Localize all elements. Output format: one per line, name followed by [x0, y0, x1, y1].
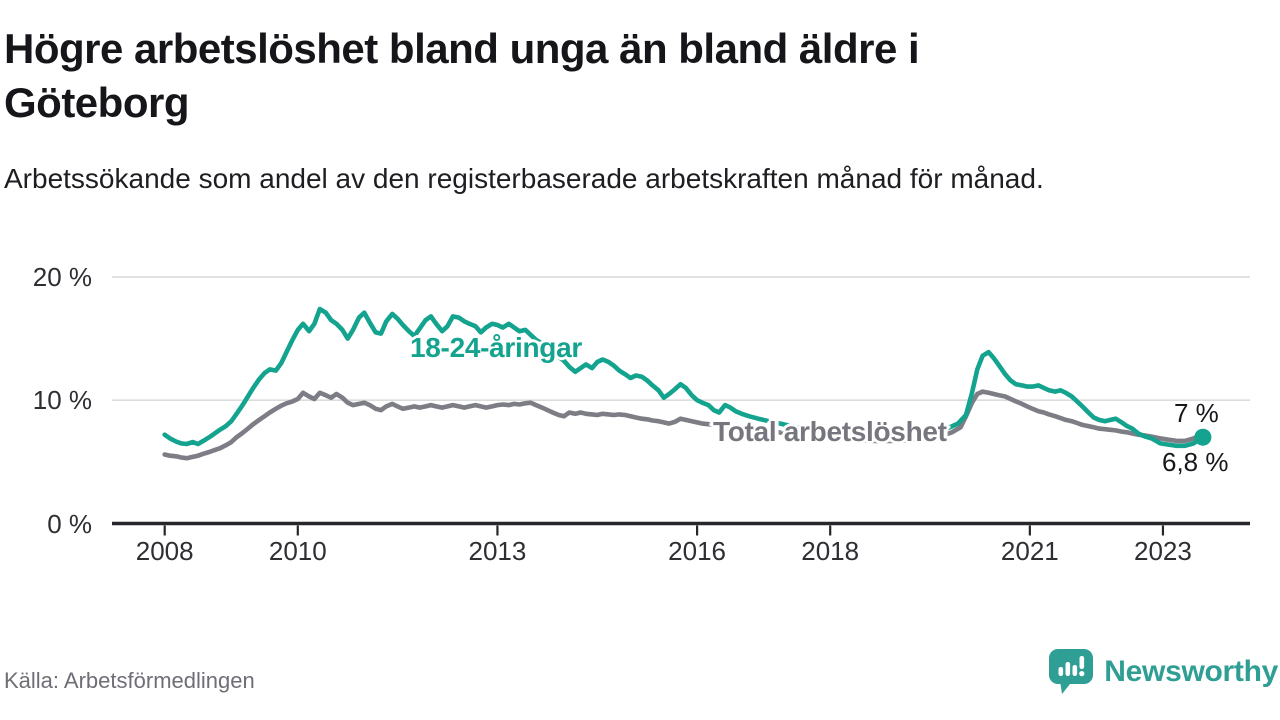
x-tick-label: 2013 — [468, 536, 527, 566]
y-tick-label: 10 % — [32, 385, 92, 416]
series-label-youth: 18-24-åringar — [410, 332, 582, 363]
end-value-label-youth: 7 % — [1174, 398, 1219, 428]
x-tick-label: 2021 — [1000, 536, 1059, 566]
source-note: Källa: Arbetsförmedlingen — [4, 668, 255, 693]
latest-value-dot — [1194, 428, 1212, 446]
x-tick-label: 2023 — [1134, 536, 1192, 566]
y-tick-label: 0 % — [47, 508, 92, 539]
x-tick-label: 2016 — [668, 536, 727, 566]
x-tick-label: 2010 — [268, 536, 327, 566]
page-title: Högre arbetslöshet bland unga än bland ä… — [4, 25, 920, 126]
newsworthy-brand: Newsworthy — [1048, 648, 1278, 696]
page-subtitle: Arbetssökande som andel av den registerb… — [4, 163, 1044, 194]
y-tick-label: 20 % — [32, 261, 92, 292]
series-line-youth — [162, 306, 1206, 449]
series-label-total: Total arbetslöshet — [713, 416, 947, 447]
series-line-total — [162, 389, 1206, 461]
x-tick-label: 2008 — [135, 536, 194, 566]
newsworthy-wordmark: Newsworthy — [1104, 655, 1278, 688]
x-tick-label: 2018 — [801, 536, 860, 566]
end-value-label-total: 6,8 % — [1162, 447, 1229, 477]
newsworthy-logo-icon — [1049, 649, 1094, 694]
